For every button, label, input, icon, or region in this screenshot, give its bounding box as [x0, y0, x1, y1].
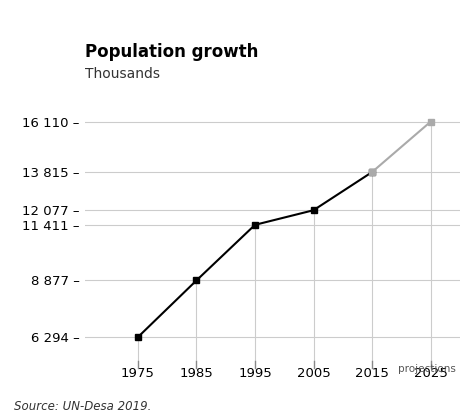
- Text: Source: UN-Desa 2019.: Source: UN-Desa 2019.: [14, 400, 152, 413]
- Text: Thousands: Thousands: [85, 67, 160, 81]
- Text: projections: projections: [398, 364, 456, 374]
- Text: Population growth: Population growth: [85, 43, 259, 61]
